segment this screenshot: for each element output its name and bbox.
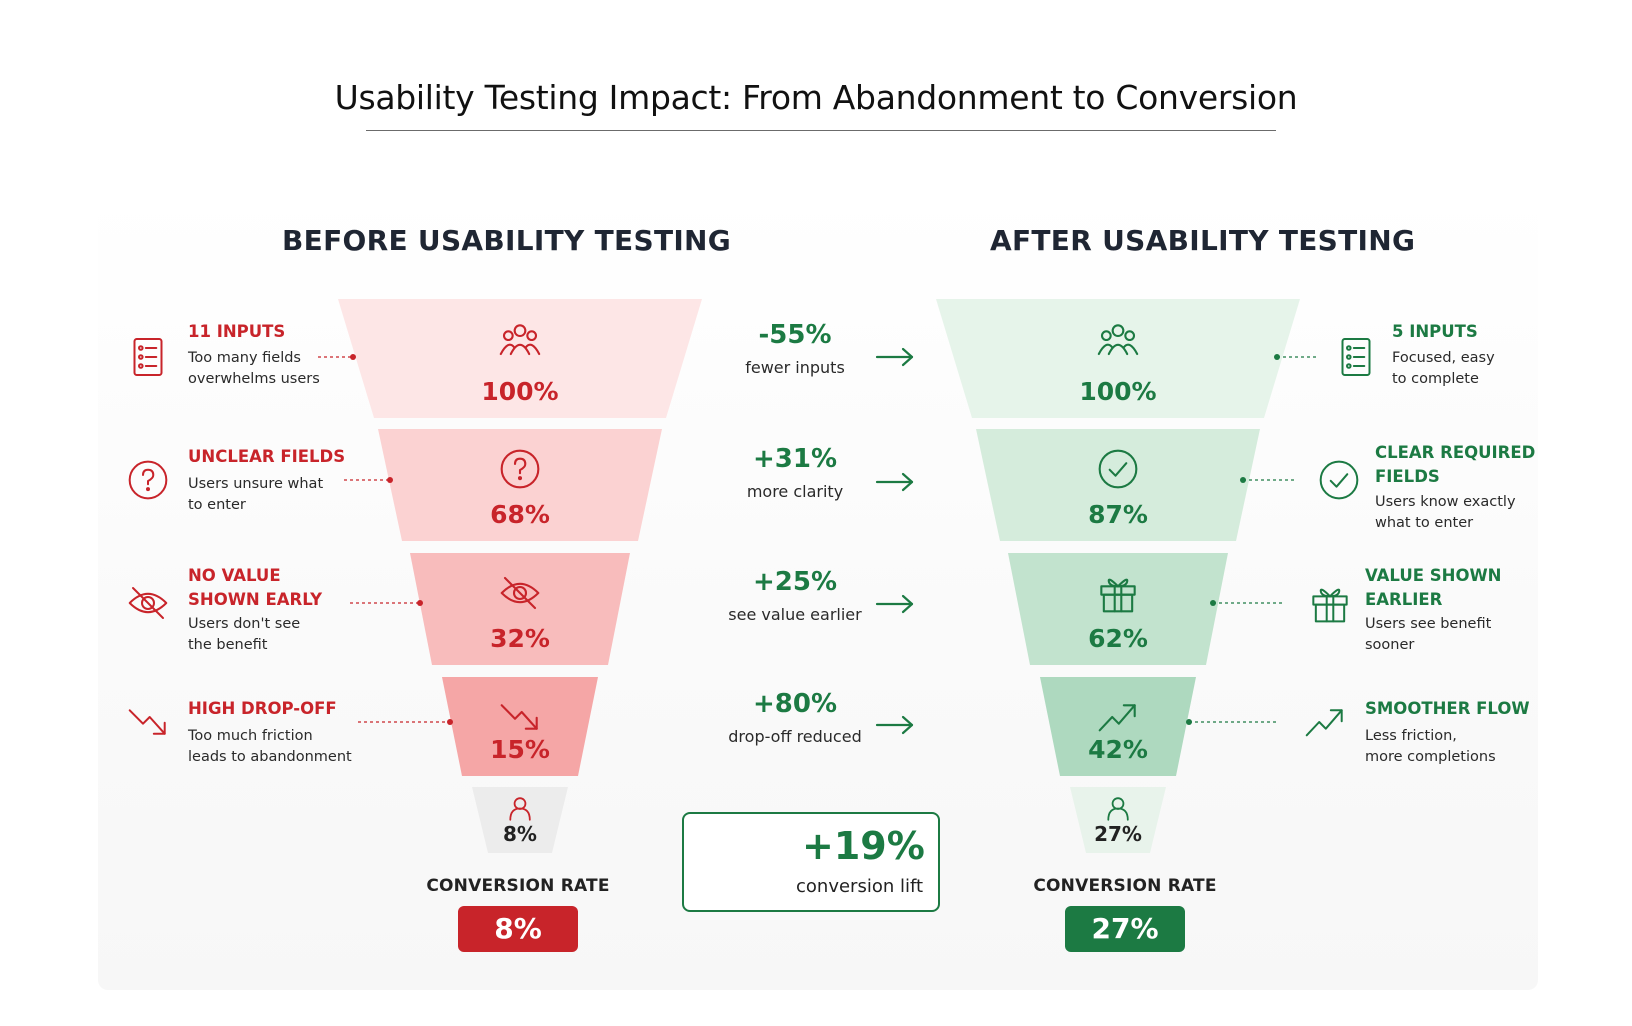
before-connector-dot-4 [447, 719, 453, 725]
before-connector-dot-3 [417, 600, 423, 606]
before-stage-percent-2: 68% [490, 500, 550, 529]
before-funnel-stage-1: 100% [338, 299, 702, 418]
trend-down-icon [500, 704, 538, 730]
after-funnel-stage-3: 62% [1008, 553, 1228, 665]
before-funnel-layer-2 [378, 429, 662, 541]
improvement-label-2: more clarity [746, 482, 844, 501]
improvement-value-3: +25% [752, 567, 838, 597]
question-circle-icon [128, 460, 168, 500]
after-funnel-layer-1 [936, 299, 1300, 418]
check-circle-icon [1319, 460, 1359, 500]
after-funnel-stage-1: 100% [936, 299, 1300, 418]
user-icon [509, 797, 531, 821]
improvement-arrow-1 [875, 347, 914, 367]
form-list-icon [1341, 338, 1371, 376]
question-circle-icon [500, 449, 540, 489]
improvement-label-1: fewer inputs [745, 358, 845, 377]
improvement-value-1: -55% [758, 320, 832, 350]
after-funnel-layer-4 [1040, 677, 1196, 776]
conversion-lift-box [682, 812, 940, 912]
trend-up-icon [1305, 709, 1343, 737]
after-connector-dot-1 [1274, 354, 1280, 360]
after-conversion-badge: 27% [1065, 906, 1185, 952]
before-connector-dot-2 [387, 477, 393, 483]
before-note-desc-1: Too many fields overwhelms users [188, 350, 320, 387]
before-conversion-label: CONVERSION RATE [426, 876, 610, 896]
improvement-value-4: +80% [752, 689, 838, 719]
after-funnel-stage-5: 27% [1070, 787, 1166, 853]
before-funnel-stage-3: 32% [410, 553, 630, 665]
before-funnel-stage-4: 15% [442, 677, 598, 776]
after-note-tag-4: SMOOTHER FLOW [1365, 699, 1530, 718]
users-group-icon [499, 324, 541, 356]
before-connector-dot-1 [350, 354, 356, 360]
users-group-icon [1097, 324, 1139, 356]
after-funnel-stage-2: 87% [976, 429, 1260, 541]
before-funnel-layer-4 [442, 677, 598, 776]
gift-icon [1100, 578, 1136, 613]
before-funnel-layer-5 [472, 787, 568, 853]
improvement-arrow-3 [875, 594, 914, 614]
after-note-tag-3: VALUE SHOWN EARLIER [1365, 566, 1502, 609]
before-note-desc-4: Too much friction leads to abandonment [188, 728, 352, 765]
trend-down-icon [128, 709, 166, 735]
before-note-tag-2: UNCLEAR FIELDS [188, 447, 346, 466]
after-funnel-layer-3 [1008, 553, 1228, 665]
after-connector-dot-3 [1210, 600, 1216, 606]
page-title: Usability Testing Impact: From Abandonme… [334, 78, 1298, 117]
after-funnel-layer-2 [976, 429, 1260, 541]
user-icon [1107, 797, 1129, 821]
after-conversion-label: CONVERSION RATE [1033, 876, 1217, 896]
improvement-arrow-2 [875, 472, 914, 492]
before-note-tag-3: NO VALUE SHOWN EARLY [188, 566, 323, 609]
after-funnel-stage-4: 42% [1040, 677, 1196, 776]
improvement-arrow-4 [875, 715, 914, 735]
after-connector-dot-4 [1186, 719, 1192, 725]
eye-off-icon [500, 576, 540, 610]
before-stage-percent-1: 100% [481, 377, 558, 406]
after-note-tag-1: 5 INPUTS [1392, 322, 1478, 341]
after-note-desc-3: Users see benefit sooner [1365, 616, 1492, 653]
before-stage-percent-4: 15% [490, 735, 550, 764]
improvement-label-3: see value earlier [728, 605, 862, 624]
before-note-desc-2: Users unsure what to enter [188, 476, 324, 513]
after-note-tag-2: CLEAR REQUIRED FIELDS [1375, 443, 1536, 486]
after-stage-percent-3: 62% [1088, 624, 1148, 653]
after-heading: AFTER USABILITY TESTING [990, 224, 1416, 257]
form-list-icon [133, 338, 163, 376]
before-stage-percent-5: 8% [503, 822, 537, 846]
before-heading: BEFORE USABILITY TESTING [282, 224, 732, 257]
after-note-desc-1: Focused, easy to complete [1392, 350, 1495, 387]
before-note-tag-1: 11 INPUTS [188, 322, 286, 341]
before-stage-percent-3: 32% [490, 624, 550, 653]
after-stage-percent-5: 27% [1094, 822, 1142, 846]
improvement-label-4: drop-off reduced [728, 727, 862, 746]
before-note-tag-4: HIGH DROP-OFF [188, 699, 337, 718]
before-note-desc-3: Users don't see the benefit [188, 616, 301, 653]
lift-value: +19% [802, 824, 925, 868]
after-note-desc-2: Users know exactly what to enter [1375, 494, 1516, 531]
after-stage-percent-1: 100% [1079, 377, 1156, 406]
after-connector-dot-2 [1240, 477, 1246, 483]
lift-label: conversion lift [796, 876, 924, 897]
check-circle-icon [1098, 449, 1138, 489]
before-funnel-stage-5: 8% [472, 787, 568, 853]
before-funnel-layer-1 [338, 299, 702, 418]
before-funnel-stage-2: 68% [378, 429, 662, 541]
gift-icon [1312, 588, 1348, 623]
after-note-desc-4: Less friction, more completions [1365, 728, 1496, 765]
after-stage-percent-2: 87% [1088, 500, 1148, 529]
before-conversion-badge: 8% [458, 906, 578, 952]
eye-off-icon [128, 587, 168, 619]
before-funnel-layer-3 [410, 553, 630, 665]
after-funnel-layer-5 [1070, 787, 1166, 853]
trend-up-icon [1098, 704, 1136, 732]
after-stage-percent-4: 42% [1088, 735, 1148, 764]
title-underline [366, 130, 1276, 131]
improvement-value-2: +31% [752, 444, 838, 474]
